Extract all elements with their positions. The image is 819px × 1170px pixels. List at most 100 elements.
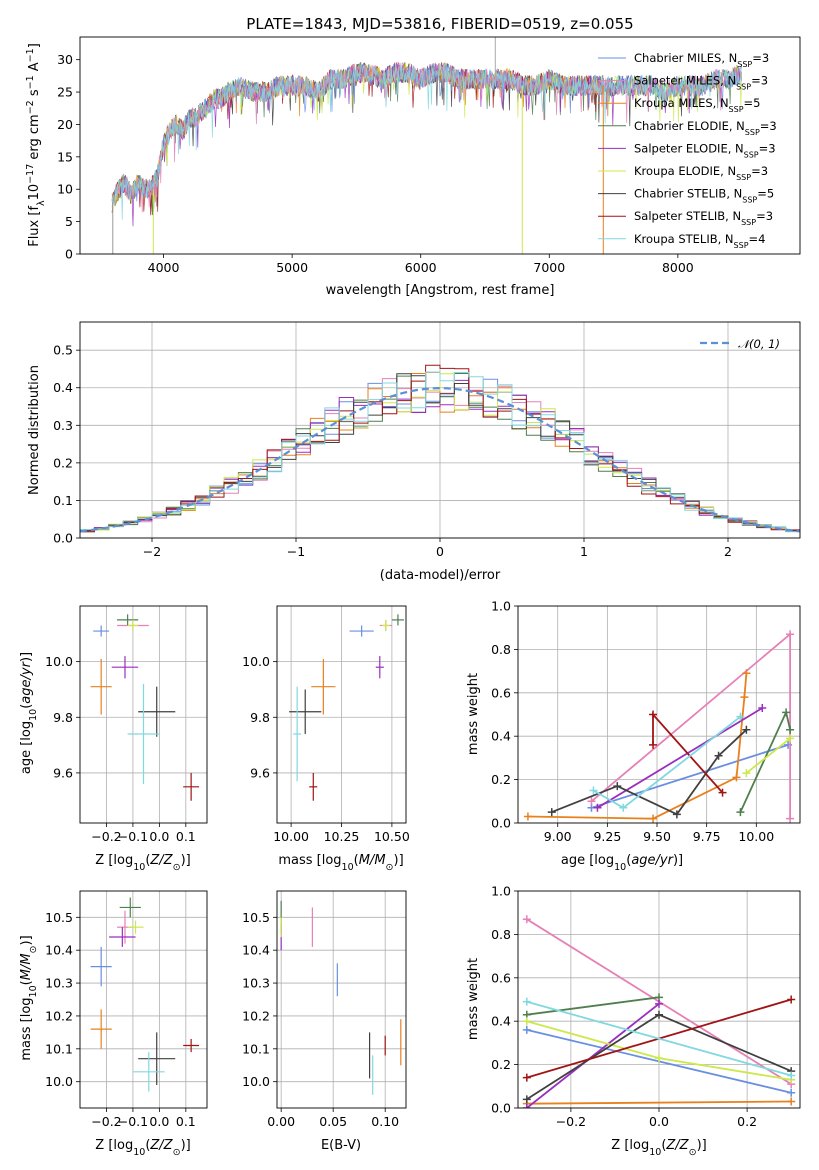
y-tick-label: 10.0 bbox=[242, 1074, 270, 1089]
weight-marker-chabrier_miles bbox=[522, 1025, 531, 1034]
residuals-xlabel: (data-model)/error bbox=[380, 568, 501, 583]
x-tick-label: 0.2 bbox=[737, 1114, 757, 1129]
label-part: M/M bbox=[359, 853, 386, 868]
errorbar-kroupa_miles bbox=[90, 1009, 112, 1049]
y-tick-label: 0.8 bbox=[491, 927, 511, 942]
errorbar-kroupa_stelib bbox=[293, 686, 302, 782]
y-tick-label: 0.8 bbox=[491, 642, 511, 657]
figure-title: PLATE=1843, MJD=53816, FIBERID=0519, z=0… bbox=[246, 15, 633, 33]
legend-sub: SSP bbox=[744, 150, 759, 159]
weight-marker-salpeter_stelib bbox=[649, 740, 658, 749]
x-tick-label: 0.05 bbox=[319, 1114, 347, 1129]
errorbar-kroupa_stelib bbox=[132, 1052, 165, 1092]
y-tick-label: 20 bbox=[57, 117, 73, 132]
weight-vs-age-xlabel: age [log10(age/yr)] bbox=[561, 853, 683, 873]
legend-tail: =3 bbox=[760, 119, 777, 133]
label-part: 10 bbox=[614, 862, 626, 873]
errorbar-kroupa_elodie bbox=[381, 619, 390, 632]
y-tick-label: 0.4 bbox=[53, 380, 73, 395]
label-part: A bbox=[27, 62, 42, 75]
legend-tail: =5 bbox=[744, 96, 761, 110]
legend-tail: =3 bbox=[752, 51, 769, 65]
axes-spectrum: 4000 5000 6000 7000 8000 0 5 10 15 20 25 30 Chabrier… bbox=[25, 36, 801, 298]
label-part: Flux [f bbox=[27, 206, 42, 247]
x-tick-label: 0.00 bbox=[267, 1114, 295, 1129]
label-part: −1 bbox=[25, 75, 36, 89]
y-tick-label: 0.4 bbox=[491, 729, 511, 744]
errorbar-salpeter_elodie bbox=[111, 656, 139, 679]
y-tick-label: 10.0 bbox=[242, 654, 270, 669]
x-tick-label: −0.2 bbox=[556, 1114, 586, 1129]
axes-frame bbox=[79, 321, 801, 539]
weight-marker-salpeter_stelib bbox=[649, 710, 658, 719]
weight-marker-chabrier_elodie bbox=[786, 725, 795, 734]
legend-sub: SSP bbox=[736, 82, 751, 91]
x-tick-label: 0.1 bbox=[176, 1114, 196, 1129]
label-part: ( bbox=[354, 853, 359, 868]
weight-marker-kroupa_miles bbox=[523, 812, 532, 821]
y-tick-label: 9.6 bbox=[53, 765, 73, 780]
legend-label-salpeter_miles: Salpeter MILES, NSSP=3 bbox=[634, 74, 768, 92]
weight-marker-salpeter_stelib bbox=[787, 995, 796, 1004]
weight-marker-salpeter_miles bbox=[587, 797, 596, 806]
axes-residuals: −2 −1 0 1 2 0.0 0.1 0.2 0.3 0.4 0.5 𝒩(0, 1) (data-mo… bbox=[27, 321, 801, 583]
histogram-chabrier_stelib bbox=[80, 373, 800, 532]
y-tick-label: 10.1 bbox=[242, 1041, 270, 1056]
label-part: ( bbox=[145, 853, 150, 868]
gaussian-curve bbox=[80, 386, 800, 533]
label-part: Z [log bbox=[95, 853, 133, 868]
age-vs-Z-ylabel: age [log10(age/yr)] bbox=[19, 652, 39, 774]
axes-background bbox=[277, 891, 406, 1108]
weight-marker-salpeter_elodie bbox=[593, 803, 602, 812]
weight-marker-salpeter_miles bbox=[786, 814, 795, 823]
label-part: ⊙ bbox=[173, 1147, 181, 1158]
errorbar-salpeter_elodie bbox=[375, 656, 384, 679]
weight-marker-salpeter_miles bbox=[786, 630, 795, 639]
weight-marker-salpeter_elodie bbox=[522, 1104, 531, 1108]
weight-marker-chabrier_stelib bbox=[742, 725, 751, 734]
axes-mass_vs_ebv: 0.00 0.05 0.10 10.0 10.1 10.2 10.3 10.4 10.5 E(B-… bbox=[242, 890, 407, 1153]
x-tick-label: 8000 bbox=[662, 260, 694, 275]
label-part: 10 bbox=[28, 709, 39, 721]
weight-marker-chabrier_stelib bbox=[672, 810, 681, 819]
histogram-kroupa_stelib bbox=[80, 371, 800, 533]
legend-label-chabrier_elodie: Chabrier ELODIE, NSSP=3 bbox=[634, 119, 777, 137]
x-tick-label: 10.25 bbox=[324, 829, 360, 844]
legend-label-chabrier_stelib: Chabrier STELIB, NSSP=5 bbox=[634, 187, 774, 205]
y-tick-label: 10.0 bbox=[45, 654, 73, 669]
legend-sub: SSP bbox=[745, 127, 760, 136]
y-tick-label: 10.0 bbox=[45, 1074, 73, 1089]
weight-vs-Z-ylabel: mass weight bbox=[466, 958, 481, 1040]
y-tick-label: 0.2 bbox=[491, 1057, 511, 1072]
y-tick-label: 10.5 bbox=[242, 910, 270, 925]
legend-tail: =3 bbox=[751, 74, 768, 88]
label-part: ( bbox=[626, 853, 631, 868]
label-part: s bbox=[27, 89, 42, 100]
axes-age_vs_mass: 10.00 10.25 10.50 9.6 9.8 10.0 mass [log10(M/M… bbox=[242, 605, 410, 873]
x-tick-label: 9.50 bbox=[643, 829, 671, 844]
errorbar-salpeter_stelib bbox=[183, 1038, 200, 1053]
y-tick-label: 10.2 bbox=[242, 1008, 270, 1023]
label-part: 10 bbox=[28, 985, 39, 997]
label-part: ( bbox=[661, 1138, 666, 1153]
weight-marker-chabrier_stelib bbox=[547, 808, 556, 817]
errorbar-chabrier_stelib bbox=[138, 686, 176, 737]
weight-marker-kroupa_elodie bbox=[522, 1017, 531, 1026]
y-tick-label: 0.1 bbox=[53, 493, 73, 508]
legend-label-gaussian: 𝒩(0, 1) bbox=[738, 337, 780, 351]
legend-text: Kroupa MILES, N bbox=[634, 96, 729, 110]
legend-label-kroupa_elodie: Kroupa ELODIE, NSSP=3 bbox=[634, 164, 768, 182]
legend-label-salpeter_elodie: Salpeter ELODIE, NSSP=3 bbox=[634, 141, 776, 159]
histogram-salpeter_stelib bbox=[80, 364, 800, 533]
label-part: ( bbox=[19, 704, 34, 709]
age-vs-mass-xlabel: mass [log10(M/M⊙)] bbox=[278, 853, 403, 873]
y-tick-label: 0.6 bbox=[491, 970, 511, 985]
axes-frame bbox=[276, 605, 407, 824]
weight-marker-salpeter_stelib bbox=[718, 788, 727, 797]
plot-area bbox=[277, 891, 406, 1108]
weight-marker-salpeter_elodie bbox=[758, 703, 767, 712]
weight-vs-Z-xlabel: Z [log10(Z/Z⊙)] bbox=[611, 1138, 706, 1158]
y-tick-label: 9.8 bbox=[53, 710, 73, 725]
axes-frame bbox=[517, 890, 801, 1109]
